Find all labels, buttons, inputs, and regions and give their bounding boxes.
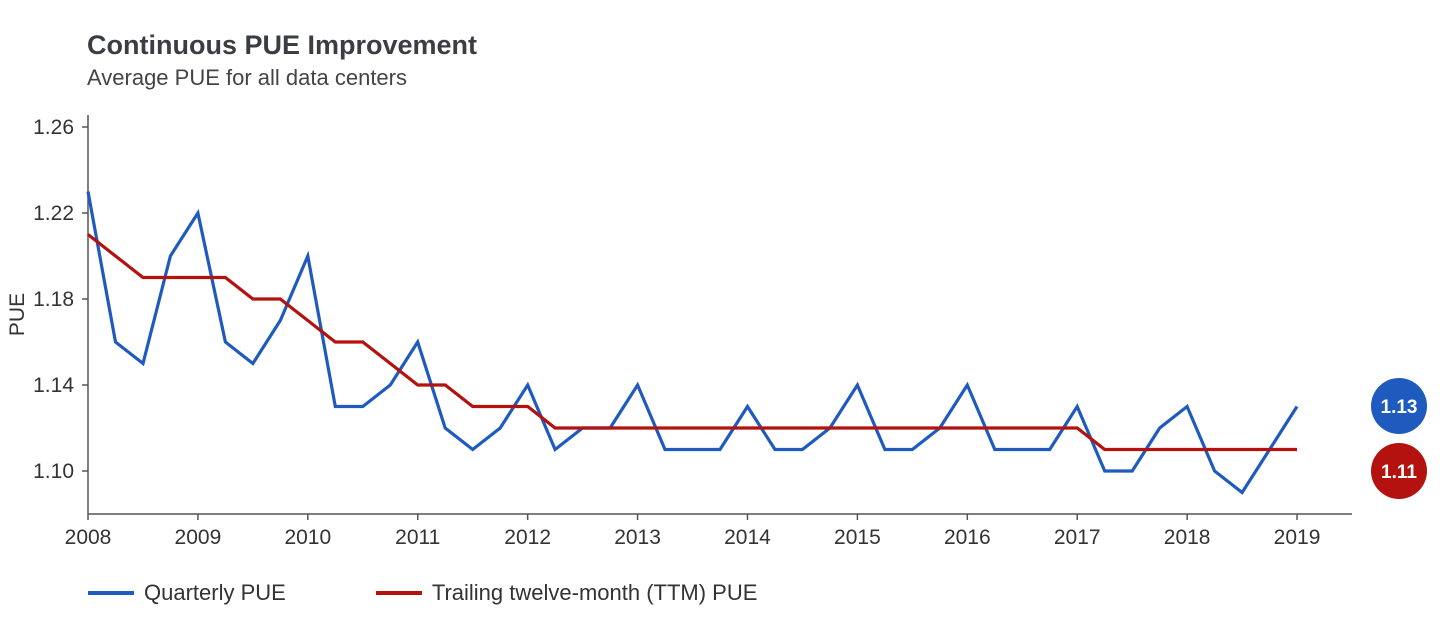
chart-title: Continuous PUE Improvement — [87, 30, 478, 60]
y-tick-label: 1.10 — [33, 460, 74, 483]
x-tick-label: 2012 — [504, 526, 551, 549]
legend-label-quarterly: Quarterly PUE — [144, 580, 286, 605]
x-tick-label: 2018 — [1164, 526, 1211, 549]
legend-item-ttm: Trailing twelve-month (TTM) PUE — [375, 580, 758, 606]
y-tick-label: 1.22 — [33, 202, 74, 225]
y-tick-label: 1.18 — [33, 288, 74, 311]
y-tick-label: 1.14 — [33, 374, 74, 397]
legend-swatch-ttm — [375, 591, 422, 595]
quarterly-last-value-label: 1.13 — [1381, 397, 1418, 418]
ttm-last-value-label: 1.11 — [1381, 462, 1417, 483]
x-tick-label: 2019 — [1274, 526, 1321, 549]
x-tick-label: 2011 — [395, 526, 440, 549]
ttm-last-value-badge — [1371, 443, 1427, 499]
x-tick-label: 2013 — [614, 526, 661, 549]
quarterly-last-value-badge — [1371, 378, 1427, 434]
y-tick-label: 1.26 — [33, 116, 74, 139]
x-tick-label: 2014 — [724, 526, 771, 549]
chart-subtitle: Average PUE for all data centers — [87, 65, 407, 90]
legend-label-ttm: Trailing twelve-month (TTM) PUE — [431, 580, 758, 605]
x-tick-label: 2009 — [175, 526, 222, 549]
chart-legend: Quarterly PUE Trailing twelve-month (TTM… — [88, 580, 847, 606]
x-tick-label: 2015 — [834, 526, 881, 549]
x-tick-label: 2010 — [284, 526, 331, 549]
legend-item-quarterly: Quarterly PUE — [88, 580, 286, 606]
ttm-pue-line — [87, 233, 1297, 452]
y-axis-label: PUE — [6, 293, 29, 336]
legend-swatch-quarterly — [88, 591, 134, 595]
x-tick-label: 2016 — [944, 526, 991, 549]
quarterly-pue-line — [86, 191, 1299, 495]
x-tick-label: 2008 — [65, 526, 112, 549]
x-tick-label: 2017 — [1054, 526, 1101, 549]
